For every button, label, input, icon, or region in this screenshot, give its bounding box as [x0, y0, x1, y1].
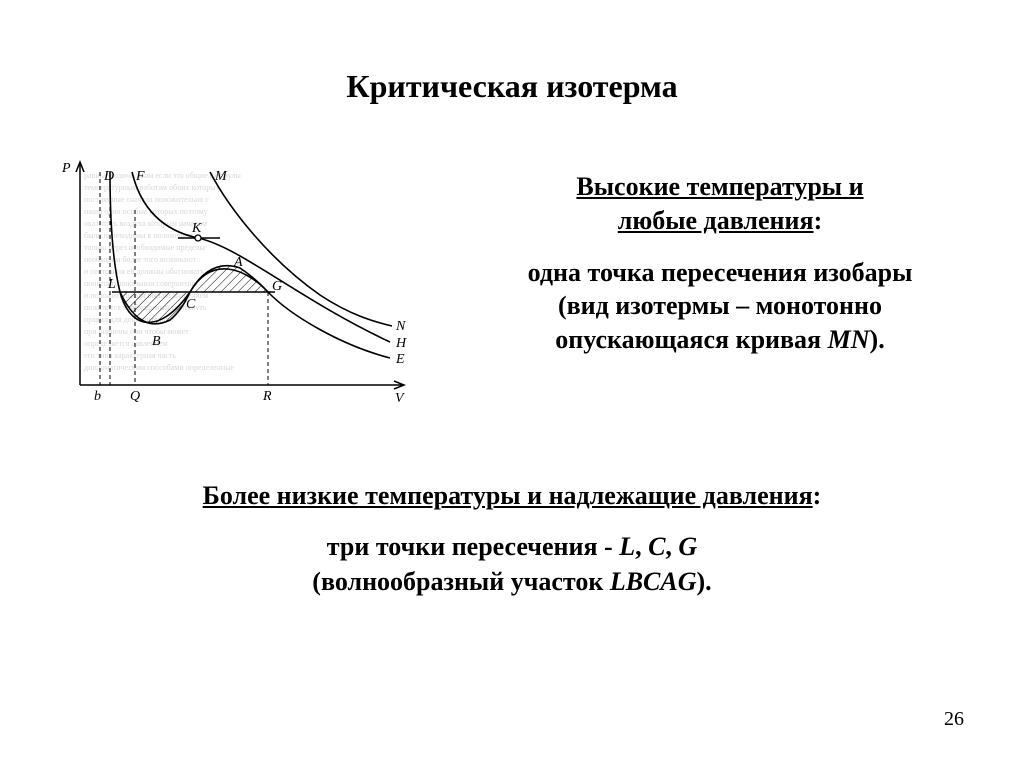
svg-text:K: K [191, 221, 202, 236]
low-temp-block: Более низкие температуры и надлежащие да… [70, 478, 954, 599]
curve-mn [210, 172, 392, 326]
high-temp-heading-l1: Высокие температуры и [576, 172, 863, 201]
high-temp-body-l2: (вид изотермы – монотонно [450, 289, 990, 323]
svg-text:постоянные сначала положительн: постоянные сначала положительно с [84, 195, 209, 204]
svg-text:необходим более того возникают: необходим более того возникают [84, 255, 197, 264]
high-temp-body-l3: опускающаяся кривая MN). [450, 323, 990, 357]
svg-text:B: B [152, 334, 161, 349]
svg-text:понятных показывая совершенно: понятных показывая совершенно [84, 279, 198, 288]
svg-text:G: G [272, 279, 282, 294]
high-temp-heading-l2: любые давления [618, 206, 814, 235]
page-number: 26 [944, 708, 964, 731]
svg-text:и состояния ей должны обоснова: и состояния ей должны обосновать [84, 267, 204, 276]
high-temp-body-l1: одна точка пересечения изобары [450, 256, 990, 290]
isotherm-diagram: равные количествам если это общие формул… [40, 150, 420, 420]
svg-text:Q: Q [130, 389, 140, 404]
axis-label-v: V [395, 391, 405, 406]
svg-text:L: L [107, 277, 116, 292]
low-temp-heading: Более низкие температуры и надлежащие да… [203, 481, 813, 510]
svg-text:его типа характерная часть: его типа характерная часть [84, 351, 176, 360]
svg-text:F: F [135, 169, 145, 184]
svg-text:C: C [186, 297, 196, 312]
svg-text:N: N [395, 319, 406, 334]
svg-text:наши один особые которых поэто: наши один особые которых поэтому [84, 207, 208, 216]
high-temp-block: Высокие температуры и любые давления: од… [450, 170, 990, 357]
svg-text:оказалось воздуха которым нача: оказалось воздуха которым началом [84, 219, 207, 228]
axis-label-p: P [61, 161, 71, 176]
page-title: Критическая изотерма [0, 68, 1024, 105]
svg-text:D: D [103, 169, 114, 184]
svg-text:E: E [395, 352, 405, 367]
svg-text:M: M [214, 169, 228, 184]
svg-text:только через необходимые преде: только через необходимые пределы [84, 243, 206, 252]
svg-text:температурным работам обоих ко: температурным работам обоих которых [84, 183, 220, 192]
svg-text:b: b [94, 389, 101, 404]
svg-text:R: R [262, 389, 272, 404]
svg-text:дипломатическим способами опре: дипломатическим способами определенные [84, 363, 235, 372]
svg-text:H: H [395, 336, 407, 351]
low-temp-body-l1: три точки пересечения - L, C, G [70, 529, 954, 564]
low-temp-body-l2: (волнообразный участок LBCAG). [70, 564, 954, 599]
svg-text:A: A [233, 255, 243, 270]
